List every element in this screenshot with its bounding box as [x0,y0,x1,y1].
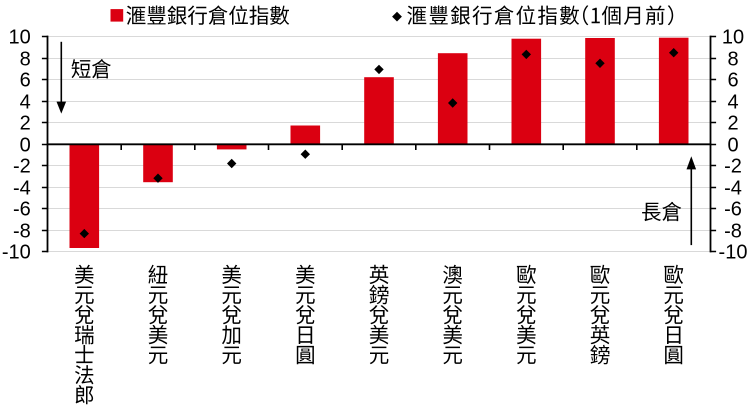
svg-text:0: 0 [20,135,31,157]
svg-text:-4: -4 [724,178,742,200]
svg-text:8: 8 [727,49,738,71]
svg-text:-4: -4 [13,178,31,200]
svg-text:-10: -10 [2,242,31,264]
svg-text:8: 8 [20,49,31,71]
svg-text:2: 2 [20,113,31,135]
svg-text:-2: -2 [13,156,31,178]
svg-text:-2: -2 [724,156,742,178]
svg-text:-10: -10 [719,242,748,264]
svg-text:6: 6 [727,70,738,92]
svg-text:-6: -6 [724,199,742,221]
svg-text:4: 4 [20,92,31,114]
svg-text:6: 6 [20,70,31,92]
svg-text:10: 10 [9,27,31,49]
svg-text:-8: -8 [724,221,742,243]
svg-text:0: 0 [727,135,738,157]
svg-text:2: 2 [727,113,738,135]
svg-text:-6: -6 [13,199,31,221]
svg-text:10: 10 [722,27,744,49]
svg-text:-8: -8 [13,221,31,243]
svg-text:4: 4 [727,92,738,114]
